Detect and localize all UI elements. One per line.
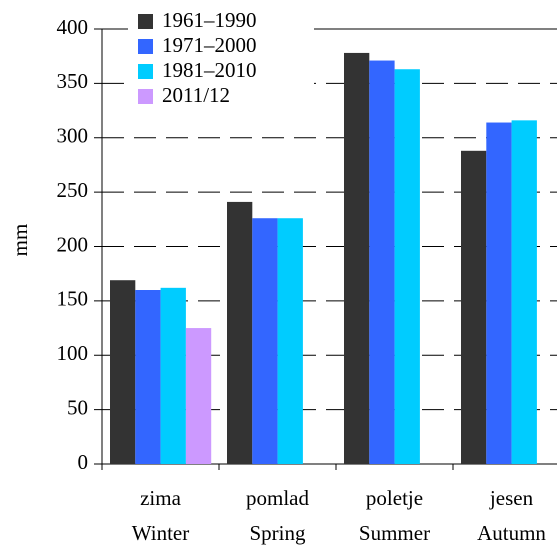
bar: [185, 328, 212, 464]
legend-swatch: [138, 39, 153, 54]
bar: [461, 150, 487, 465]
y-axis-label: mm: [8, 224, 32, 257]
y-tick-label: 0: [78, 450, 89, 474]
y-tick-label: 100: [57, 341, 89, 365]
legend-label: 2011/12: [162, 83, 230, 107]
bar: [394, 69, 420, 465]
bar: [369, 60, 395, 464]
y-tick-label: 400: [57, 15, 89, 39]
legend-box: [128, 8, 314, 130]
bar: [344, 52, 370, 465]
bar: [160, 287, 186, 464]
legend-swatch: [138, 89, 153, 104]
x-tick-label: Autumn: [477, 521, 546, 545]
x-tick-label: Winter: [132, 521, 189, 545]
bar: [135, 290, 161, 464]
y-tick-label: 300: [57, 124, 89, 148]
legend-swatch: [138, 64, 153, 79]
bar: [110, 280, 136, 464]
bar: [227, 201, 253, 464]
y-tick-label: 50: [67, 395, 88, 419]
bar: [511, 120, 537, 464]
x-tick-label: zima: [140, 486, 181, 510]
legend-label: 1971–2000: [162, 33, 257, 57]
y-tick-label: 200: [57, 232, 89, 256]
bar: [277, 218, 303, 464]
x-tick-label: poletje: [366, 486, 423, 510]
y-tick-label: 150: [57, 287, 89, 311]
x-tick-label: jesen: [489, 486, 534, 510]
x-tick-label: Spring: [249, 521, 306, 545]
bar: [252, 218, 278, 464]
y-tick-label: 250: [57, 178, 89, 202]
x-tick-label: pomlad: [246, 486, 309, 510]
x-tick-label: Summer: [359, 521, 430, 545]
legend-label: 1981–2010: [162, 58, 257, 82]
legend-label: 1961–1990: [162, 8, 257, 32]
legend-swatch: [138, 14, 153, 29]
bar: [486, 122, 512, 465]
y-tick-label: 350: [57, 69, 89, 93]
